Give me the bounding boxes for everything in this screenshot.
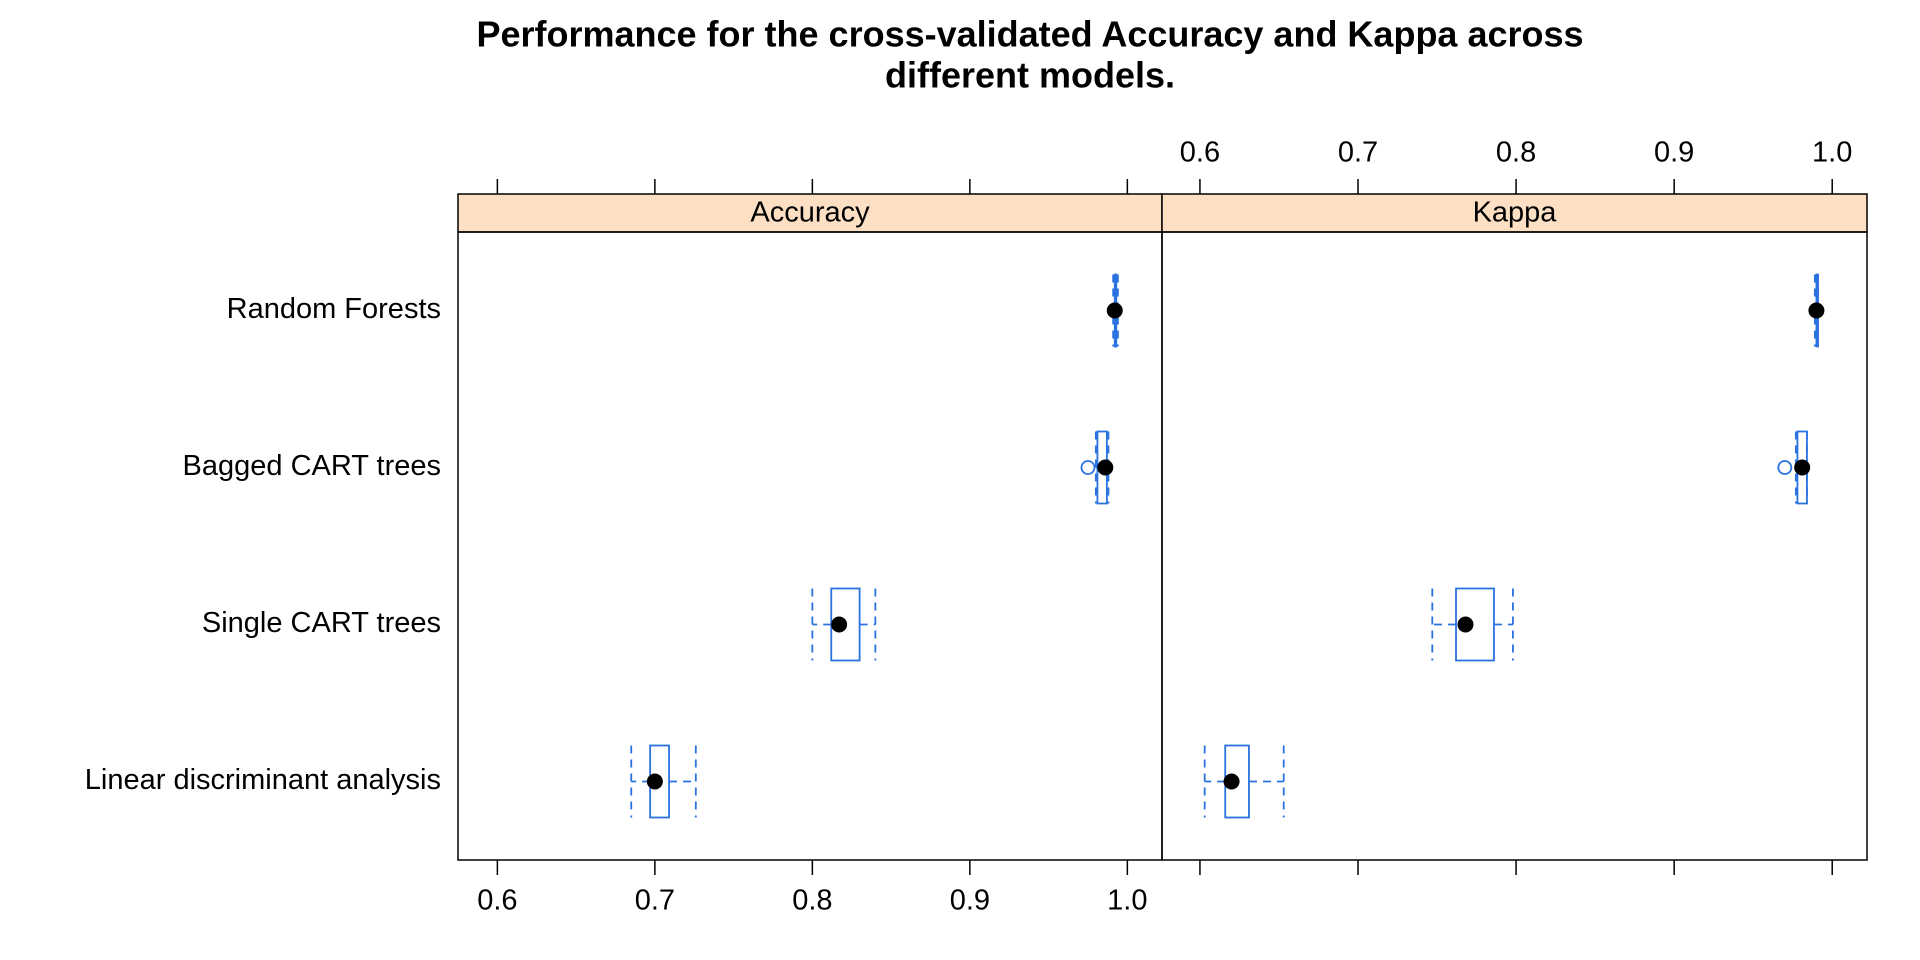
x-tick-label: 0.6 [477, 885, 517, 917]
median [831, 616, 848, 633]
outlier [1080, 460, 1096, 475]
x-tick-label: 0.6 [1180, 137, 1220, 169]
chart-title: Performance for the cross-validated Accu… [476, 14, 1583, 55]
box [1455, 587, 1495, 662]
chart-title: different models. [885, 55, 1175, 96]
median [1457, 616, 1474, 633]
strip-title: Accuracy [750, 197, 870, 229]
x-tick-label: 0.8 [792, 885, 832, 917]
median [1106, 302, 1123, 319]
x-tick-label: 0.7 [1338, 137, 1378, 169]
y-tick-label: Linear discriminant analysis [85, 764, 441, 796]
outlier [1777, 460, 1793, 475]
x-tick-label: 0.7 [635, 885, 675, 917]
x-tick-label: 0.9 [1654, 137, 1694, 169]
median [1794, 459, 1811, 476]
panel-frame [457, 231, 1163, 861]
strip-title: Kappa [1473, 197, 1558, 229]
x-tick-label: 0.9 [950, 885, 990, 917]
median [646, 773, 663, 790]
y-tick-label: Random Forests [227, 293, 441, 325]
y-tick-label: Single CART trees [202, 607, 441, 639]
panel-frame [1161, 231, 1868, 861]
median [1808, 302, 1825, 319]
x-tick-label: 0.8 [1496, 137, 1536, 169]
median [1097, 459, 1114, 476]
median [1223, 773, 1240, 790]
x-tick-label: 1.0 [1812, 137, 1852, 169]
y-tick-label: Bagged CART trees [183, 450, 441, 482]
strip [457, 193, 1163, 233]
x-tick-label: 1.0 [1107, 885, 1147, 917]
strip [1161, 193, 1868, 233]
